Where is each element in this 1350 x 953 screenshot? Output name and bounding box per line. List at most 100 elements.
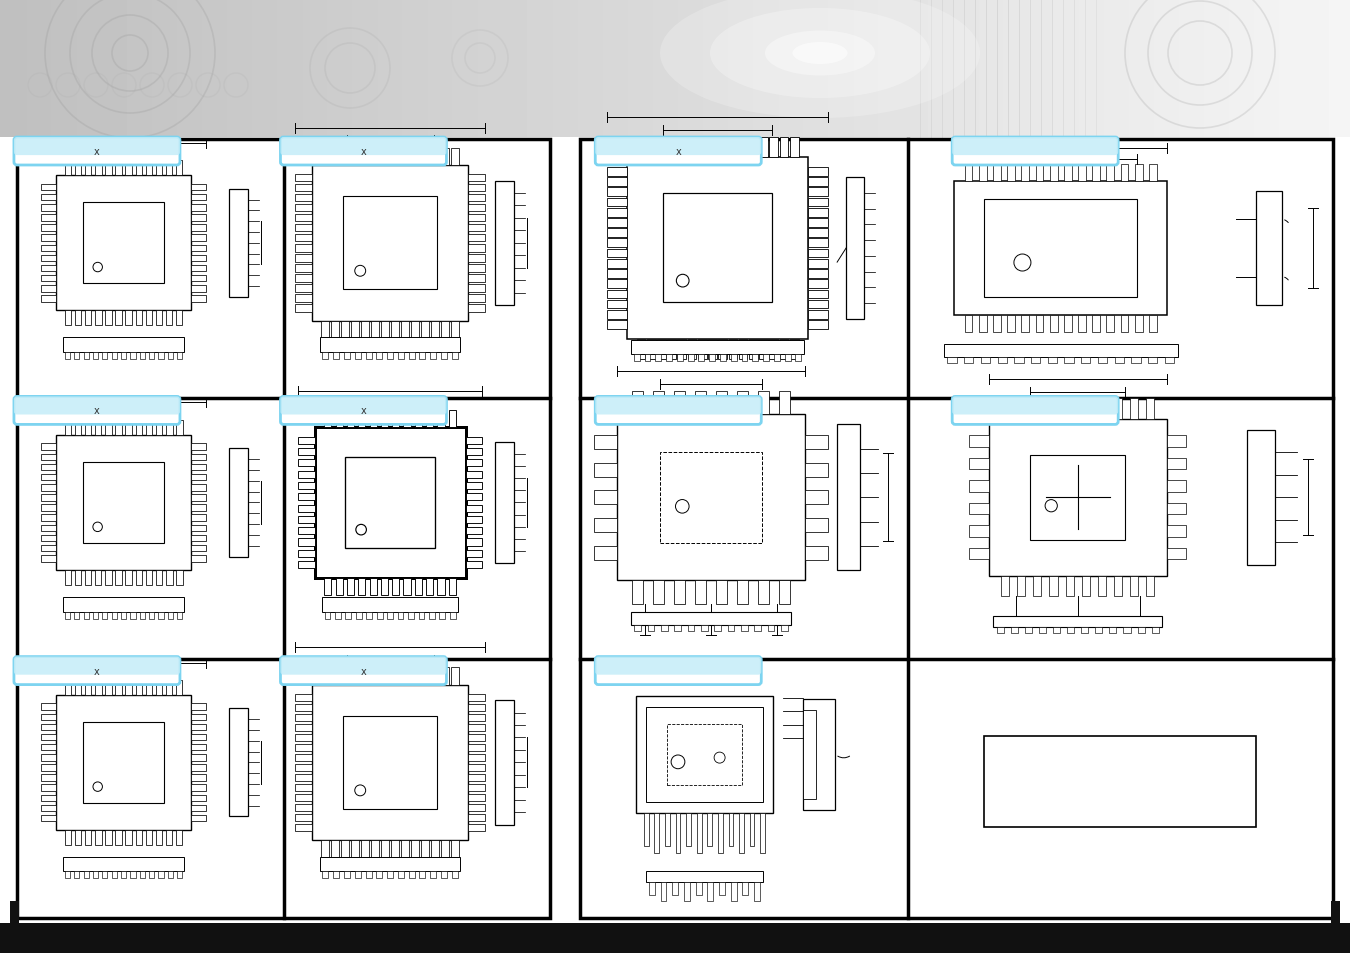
FancyBboxPatch shape <box>14 397 180 425</box>
Bar <box>1081 628 1088 634</box>
Bar <box>312 166 468 321</box>
Bar <box>1064 165 1072 181</box>
Bar <box>672 882 678 895</box>
Bar <box>466 437 482 444</box>
Bar <box>637 138 645 158</box>
Bar <box>192 194 207 201</box>
Bar <box>135 161 142 176</box>
Bar <box>1007 165 1015 181</box>
Bar <box>93 353 99 359</box>
Bar <box>1331 901 1341 923</box>
Bar <box>412 321 418 338</box>
Bar <box>176 680 182 695</box>
Bar <box>40 475 55 481</box>
Bar <box>718 138 728 158</box>
Bar <box>655 813 659 853</box>
Bar <box>105 830 112 844</box>
FancyBboxPatch shape <box>281 138 447 156</box>
Bar <box>115 161 122 176</box>
Bar <box>298 494 315 501</box>
Bar <box>392 841 398 858</box>
Ellipse shape <box>710 9 930 99</box>
Bar <box>774 355 780 362</box>
Bar <box>1166 458 1187 470</box>
Bar <box>809 219 829 228</box>
Bar <box>192 505 207 511</box>
Bar <box>296 823 312 831</box>
Bar <box>606 239 626 248</box>
Bar <box>42 795 57 801</box>
Bar <box>1053 628 1060 634</box>
Bar <box>192 815 207 821</box>
Bar <box>759 392 768 415</box>
Bar <box>74 680 81 695</box>
Bar <box>298 459 315 467</box>
Bar <box>84 722 165 803</box>
Bar <box>103 353 108 359</box>
Bar <box>192 556 207 562</box>
Bar <box>954 181 1168 316</box>
Bar <box>115 830 122 844</box>
Bar <box>657 339 666 359</box>
Bar <box>40 525 55 532</box>
Bar <box>401 149 409 166</box>
Bar <box>412 841 418 858</box>
Bar <box>65 680 72 695</box>
Bar <box>1166 481 1187 492</box>
Bar <box>296 744 312 751</box>
Bar <box>468 794 485 801</box>
FancyBboxPatch shape <box>14 657 180 675</box>
Bar <box>65 612 70 619</box>
Bar <box>738 339 748 359</box>
Bar <box>809 189 829 197</box>
Bar <box>122 612 126 619</box>
Bar <box>392 578 400 595</box>
Bar <box>660 453 763 543</box>
Bar <box>1011 628 1018 634</box>
FancyBboxPatch shape <box>595 138 761 156</box>
Bar <box>62 598 185 612</box>
Bar <box>809 311 829 319</box>
Bar <box>158 353 163 359</box>
Bar <box>969 481 988 492</box>
Bar <box>42 714 57 720</box>
Bar <box>437 578 444 595</box>
Bar <box>837 425 860 571</box>
Bar <box>42 775 57 781</box>
Bar <box>192 754 207 760</box>
Bar <box>85 571 92 585</box>
Bar <box>351 321 359 338</box>
Bar <box>40 464 55 471</box>
Bar <box>296 803 312 811</box>
FancyBboxPatch shape <box>281 397 447 425</box>
Bar <box>606 189 626 197</box>
Bar <box>135 830 142 844</box>
Bar <box>684 882 690 902</box>
Bar <box>806 436 828 450</box>
Bar <box>40 556 55 562</box>
Bar <box>84 353 89 359</box>
Bar <box>421 668 429 685</box>
Bar <box>85 680 92 695</box>
Bar <box>468 254 485 262</box>
Bar <box>647 339 656 359</box>
Text: x: x <box>360 406 366 416</box>
Bar <box>606 219 626 228</box>
Bar <box>1031 357 1041 364</box>
Bar <box>95 680 101 695</box>
Bar <box>1149 165 1157 181</box>
Ellipse shape <box>765 31 875 76</box>
Bar <box>381 841 389 858</box>
Bar <box>296 194 312 202</box>
Bar <box>192 764 207 771</box>
Bar <box>660 882 667 902</box>
Bar <box>450 612 456 619</box>
Bar <box>695 882 702 895</box>
Bar <box>755 625 761 632</box>
Bar <box>84 871 89 879</box>
Bar <box>115 571 122 585</box>
Bar <box>366 612 373 619</box>
Bar <box>647 707 763 802</box>
Ellipse shape <box>792 43 848 65</box>
Bar <box>606 209 626 217</box>
